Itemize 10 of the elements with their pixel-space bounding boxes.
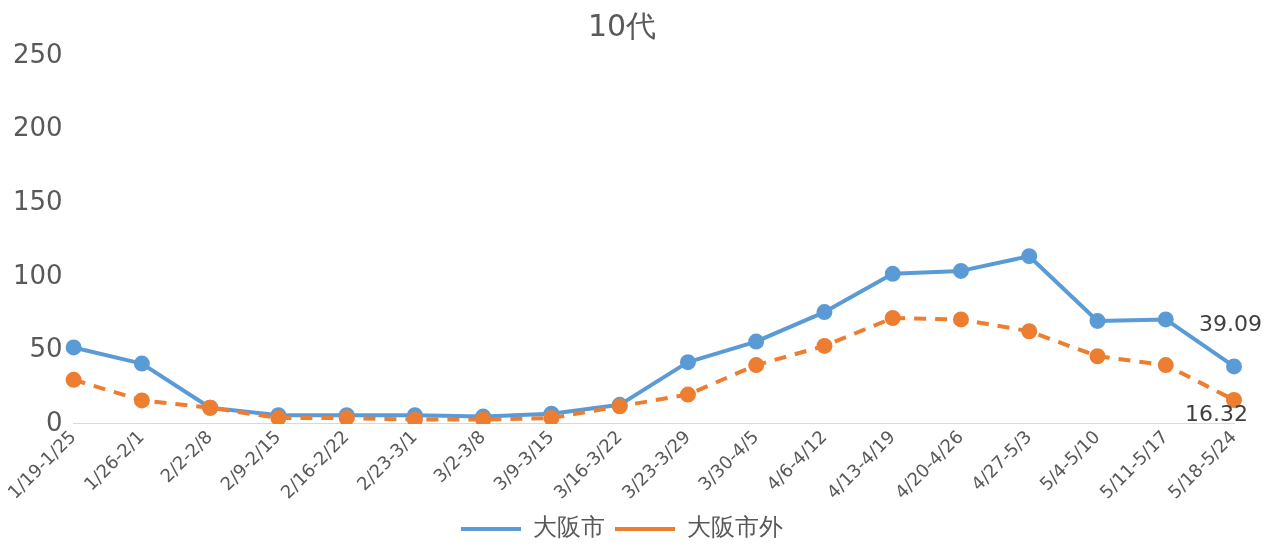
- data-label: 39.09: [1199, 311, 1262, 337]
- y-tick-label: 150: [12, 185, 63, 216]
- data-label: 16.32: [1185, 400, 1248, 426]
- y-tick-label: 250: [12, 38, 63, 69]
- y-tick-label: 100: [12, 259, 63, 290]
- chart-title: 10代: [587, 7, 657, 43]
- y-tick-label: 200: [12, 112, 63, 143]
- y-tick-label: 50: [29, 333, 63, 364]
- legend-label: 大阪市: [533, 513, 605, 542]
- legend-label: 大阪市外: [687, 513, 783, 542]
